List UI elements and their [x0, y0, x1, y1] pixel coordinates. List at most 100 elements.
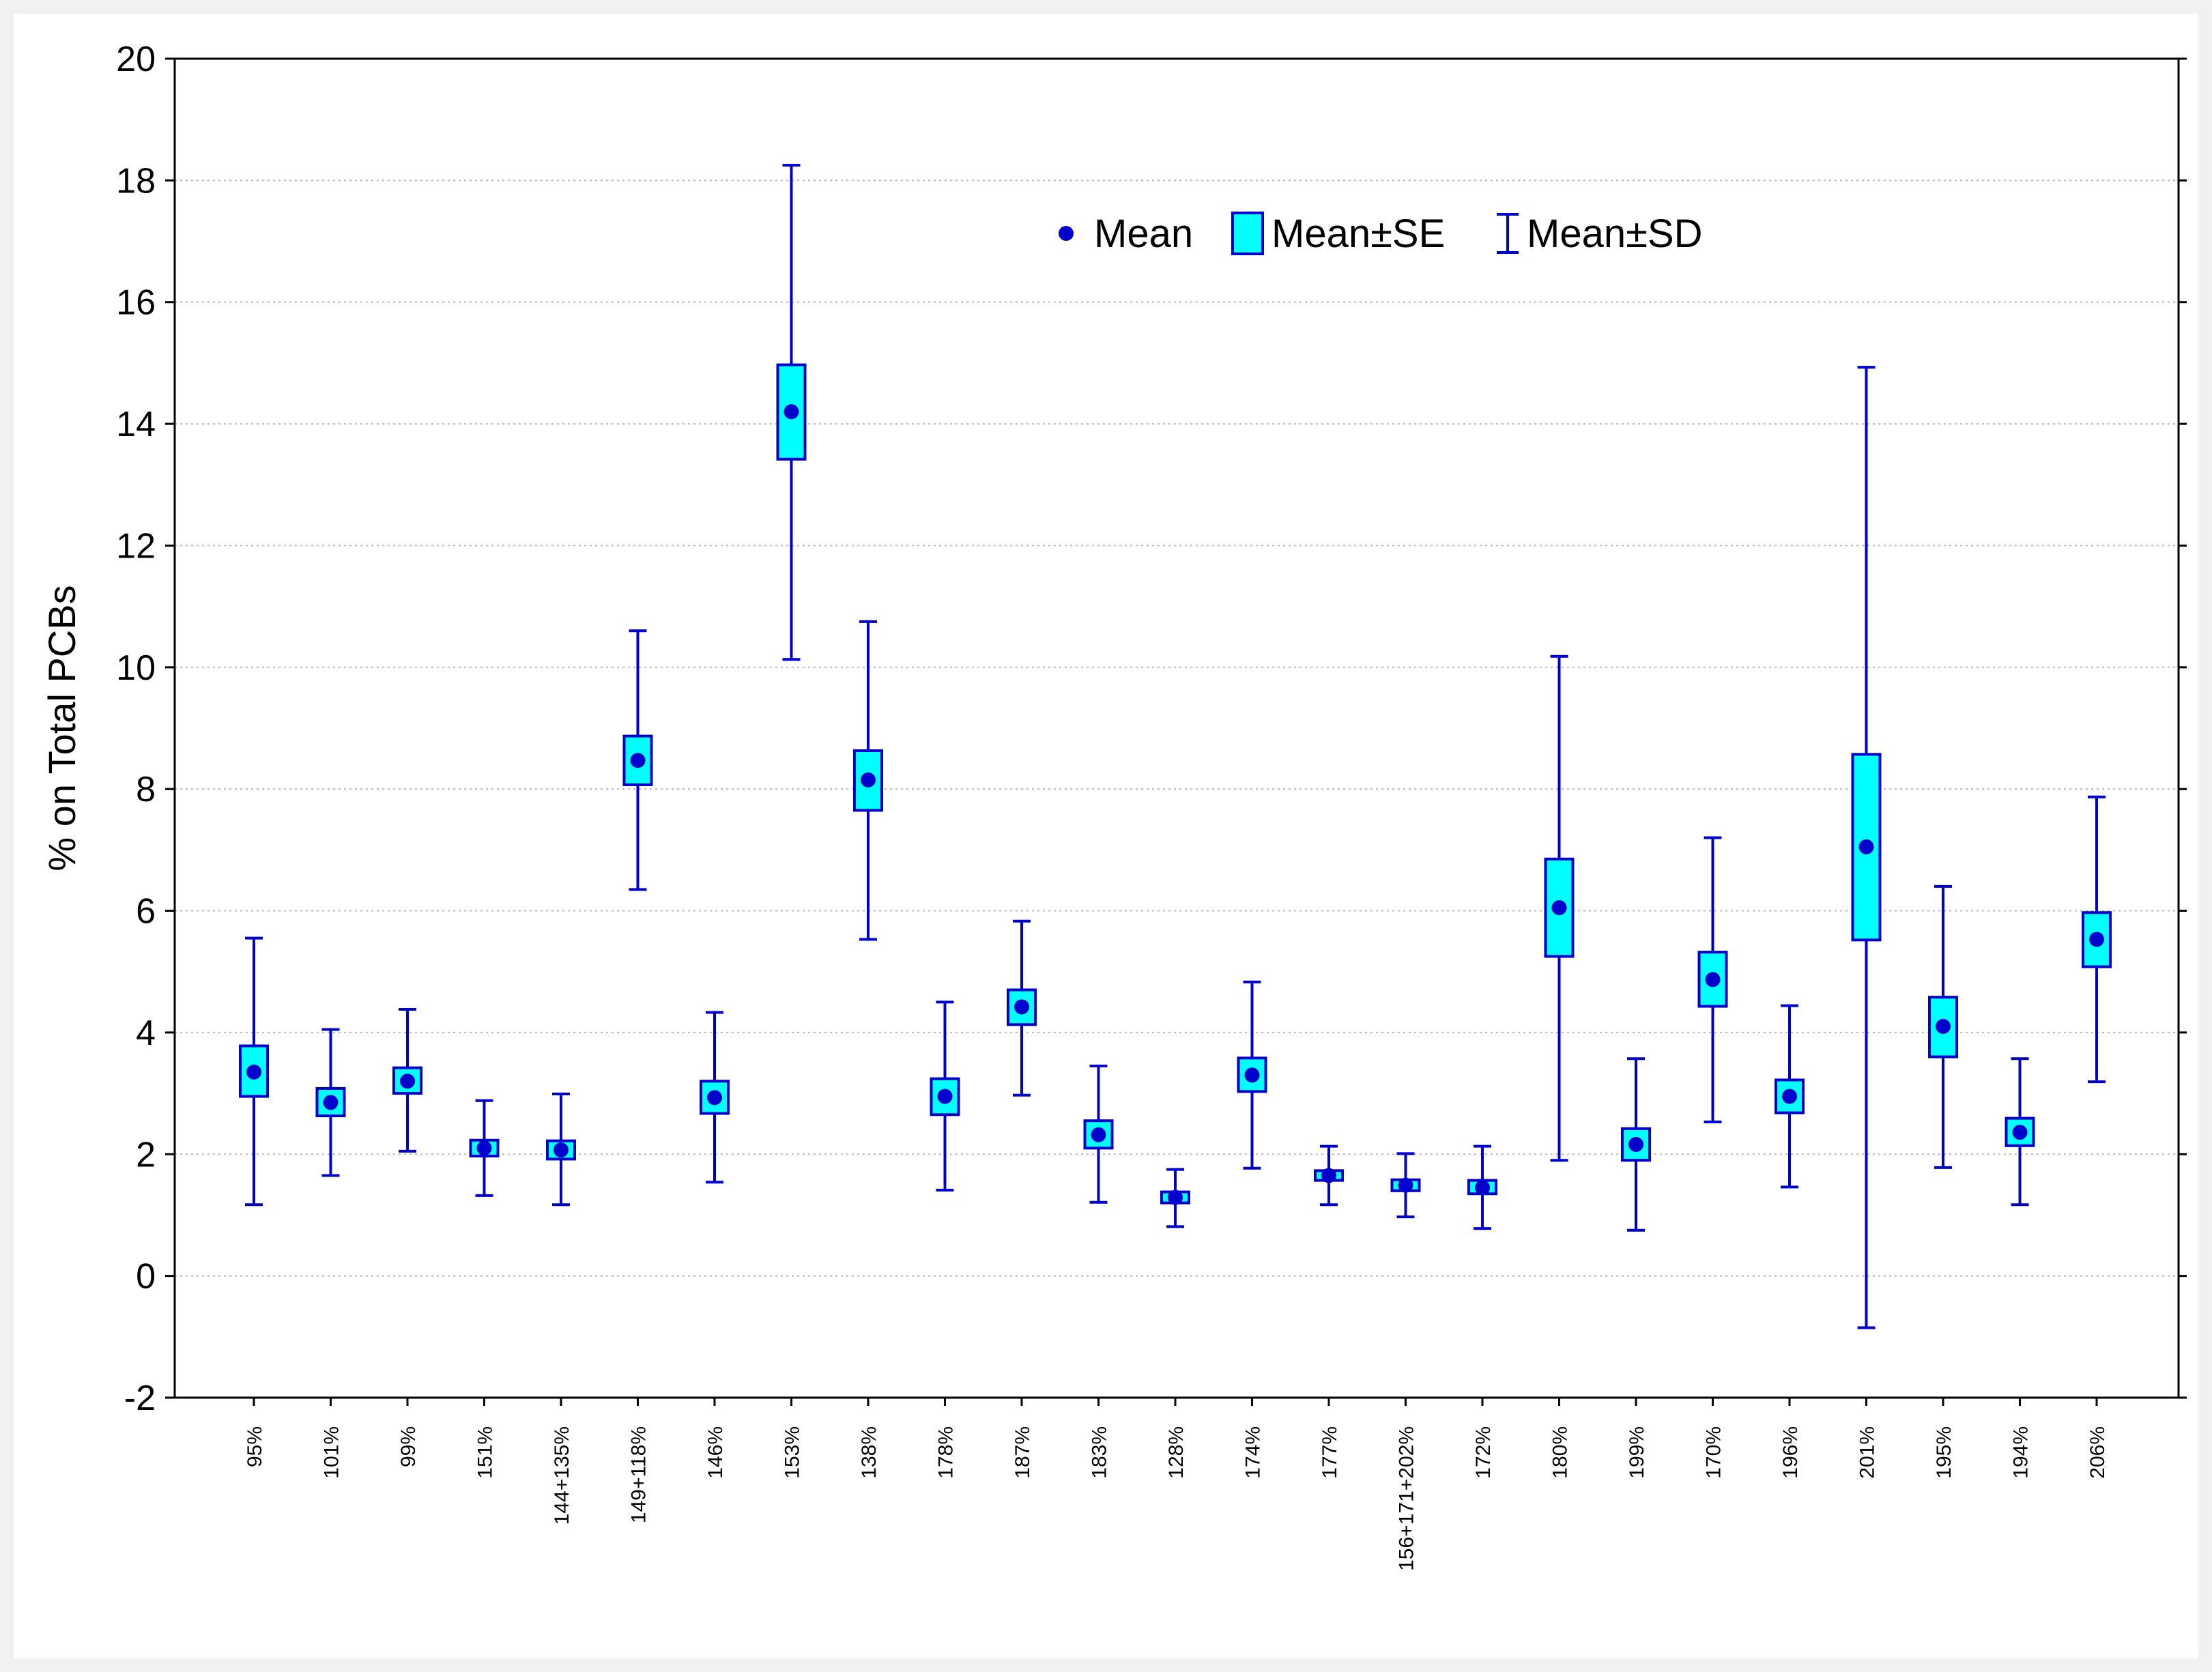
x-tick-label: 128% [1165, 1426, 1188, 1479]
x-tick-label: 95% [244, 1426, 266, 1467]
box-156+171+202% [1390, 1152, 1421, 1219]
y-tick-label: 0 [136, 1257, 156, 1297]
x-tick-label: 153% [781, 1426, 804, 1479]
se-box [2082, 911, 2112, 968]
mean-point [1168, 1190, 1183, 1205]
box-99% [392, 1008, 422, 1153]
box-170% [1697, 836, 1728, 1124]
box-178% [930, 1000, 960, 1192]
mean-point [1705, 972, 1721, 988]
se-box [1007, 988, 1037, 1026]
x-tick-label: 177% [1319, 1426, 1341, 1479]
box-151% [469, 1099, 500, 1197]
y-tick-label: 18 [116, 161, 156, 201]
se-box [853, 749, 883, 812]
mean-point [476, 1140, 492, 1156]
mean-point [2012, 1125, 2028, 1140]
box-206% [2082, 795, 2112, 1084]
y-tick-label: 14 [116, 405, 156, 444]
y-axis-title: % on Total PCBs [40, 585, 83, 871]
y-tick-label: 2 [136, 1135, 156, 1174]
mean-point [707, 1090, 722, 1106]
mean-point [323, 1095, 339, 1110]
se-box [2005, 1116, 2035, 1147]
x-tick-label: 199% [1626, 1426, 1648, 1479]
x-tick-label: 195% [1933, 1426, 1955, 1479]
box-196% [1775, 1004, 1805, 1189]
legend-se-label: Mean±SE [1272, 212, 1445, 256]
x-tick-label: 194% [2010, 1426, 2033, 1479]
box-187% [1007, 919, 1037, 1097]
box-195% [1928, 884, 1958, 1169]
se-box [930, 1077, 960, 1116]
box-95% [239, 936, 269, 1207]
y-tick-label: 12 [116, 526, 156, 566]
x-tick-label: 201% [1856, 1426, 1879, 1479]
se-box [776, 363, 807, 461]
y-tick-label: 16 [116, 283, 156, 323]
x-tick-label: 99% [397, 1426, 420, 1467]
grid-lines [175, 179, 2179, 1277]
x-tick-label: 187% [1011, 1426, 1034, 1479]
box-174% [1237, 980, 1267, 1170]
mean-point [937, 1089, 953, 1104]
legend-mean-label: Mean [1094, 212, 1193, 256]
mean-point [1398, 1177, 1413, 1193]
plot-area-border [173, 57, 2180, 1399]
legend-mean-marker [1059, 226, 1074, 241]
x-tick-label: 138% [858, 1426, 880, 1479]
box-146% [700, 1011, 730, 1184]
y-tick-label: 20 [116, 40, 156, 79]
x-axis-ticks: 95% 101% 99% 151% 144+135% 149+118% 146% 153% 13… [244, 1398, 2109, 1571]
y-tick-label: 10 [116, 648, 156, 688]
box-199% [1621, 1057, 1651, 1232]
y-tick-label: 8 [136, 770, 156, 809]
mean-point [1936, 1018, 1951, 1034]
box-194% [2005, 1057, 2035, 1207]
x-tick-label: 183% [1089, 1426, 1111, 1479]
mean-point [400, 1073, 415, 1089]
mean-point [1091, 1127, 1106, 1142]
y-tick-label: 4 [136, 1013, 156, 1053]
mean-point [1858, 839, 1874, 854]
mean-point [1321, 1168, 1336, 1183]
x-tick-label: 174% [1242, 1426, 1265, 1479]
box-201% [1851, 366, 1882, 1329]
mean-point [1782, 1089, 1797, 1104]
x-tick-label: 196% [1779, 1426, 1802, 1479]
mean-point [861, 772, 876, 788]
mean-point [1551, 900, 1567, 916]
se-box [1237, 1056, 1267, 1093]
se-box [1544, 857, 1575, 958]
box-183% [1083, 1064, 1114, 1204]
box-180% [1544, 654, 1575, 1162]
box-138% [853, 620, 883, 941]
legend-sd-label: Mean±SD [1527, 212, 1703, 256]
legend: Mean Mean±SE Mean±SD [1059, 212, 1703, 256]
legend-sd-whisker-icon [1497, 213, 1519, 254]
box-177% [1314, 1144, 1344, 1207]
mean-point [1628, 1137, 1643, 1153]
x-tick-label: 170% [1703, 1426, 1725, 1479]
legend-se-swatch [1231, 212, 1264, 255]
x-tick-label: 206% [2086, 1426, 2109, 1479]
mean-point [2089, 932, 2104, 947]
x-tick-label: 151% [474, 1426, 497, 1479]
mean-point [1014, 999, 1029, 1015]
x-tick-label: 172% [1472, 1426, 1495, 1479]
x-tick-label: 156+171+202% [1396, 1426, 1418, 1571]
mean-point [554, 1142, 569, 1158]
box-101% [315, 1028, 346, 1177]
x-tick-label: 180% [1549, 1426, 1572, 1479]
x-tick-label: 101% [321, 1426, 343, 1479]
box-149+118% [622, 629, 653, 891]
x-tick-label: 144+135% [551, 1426, 573, 1525]
mean-point [1475, 1180, 1490, 1196]
x-tick-label: 149+118% [628, 1426, 650, 1523]
x-tick-label: 178% [935, 1426, 958, 1479]
box-144+135% [546, 1092, 576, 1207]
box-128% [1160, 1168, 1190, 1228]
mean-point [1244, 1067, 1260, 1083]
